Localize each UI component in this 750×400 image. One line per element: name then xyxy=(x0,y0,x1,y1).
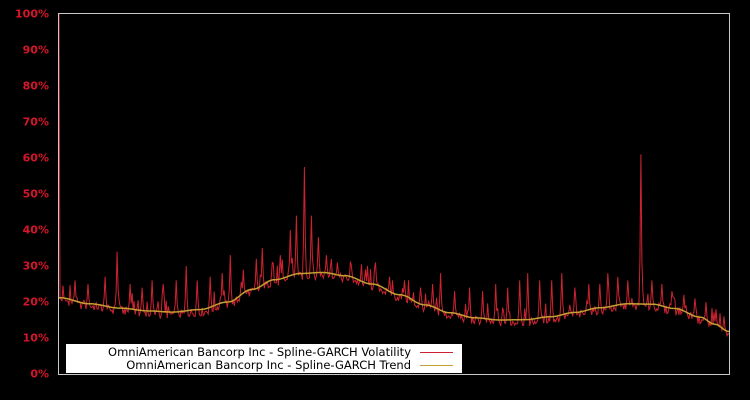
volatility-series-line xyxy=(59,14,730,338)
y-axis-tick-label: 90% xyxy=(22,43,49,57)
y-axis-tick-label: 50% xyxy=(22,187,49,201)
y-axis-tick-label: 100% xyxy=(15,7,49,21)
plot-border xyxy=(58,13,730,375)
legend-label-volatility: OmniAmerican Bancorp Inc - Spline-GARCH … xyxy=(108,344,411,359)
legend-line-volatility-icon xyxy=(420,351,453,353)
trend-series-line xyxy=(59,271,730,333)
legend: OmniAmerican Bancorp Inc - Spline-GARCH … xyxy=(66,344,462,373)
y-axis-tick-label: 70% xyxy=(22,115,49,129)
y-axis-tick-label: 30% xyxy=(22,259,49,273)
y-axis-tick-label: 0% xyxy=(30,367,49,381)
legend-line-trend-icon xyxy=(420,364,453,366)
y-axis-tick-label: 80% xyxy=(22,79,49,93)
y-axis: 0% 10% 20% 30% 40% 50% 60% 70% 80% 90% 100% xyxy=(0,0,50,400)
y-axis-tick-label: 40% xyxy=(22,223,49,237)
legend-item-volatility: OmniAmerican Bancorp Inc - Spline-GARCH … xyxy=(66,344,462,359)
legend-label-trend: OmniAmerican Bancorp Inc - Spline-GARCH … xyxy=(126,357,411,372)
y-axis-tick-label: 20% xyxy=(22,295,49,309)
legend-item-trend: OmniAmerican Bancorp Inc - Spline-GARCH … xyxy=(66,357,462,372)
y-axis-tick-label: 10% xyxy=(22,331,49,345)
series-group xyxy=(59,14,730,338)
y-axis-tick-label: 60% xyxy=(22,151,49,165)
